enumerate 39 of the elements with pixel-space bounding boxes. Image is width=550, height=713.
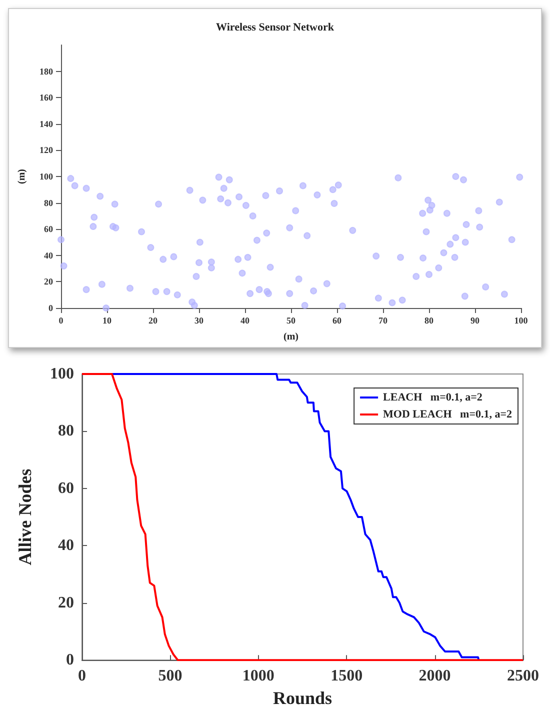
y-tick-label: 60 <box>44 224 54 234</box>
x-tick-label: 40 <box>240 316 250 326</box>
x-tick-label: 80 <box>424 316 434 326</box>
legend-label: LEACH m=0.1, a=2 <box>383 392 483 404</box>
y-tick-label: 160 <box>40 92 54 103</box>
y-tick-label: 40 <box>44 250 54 260</box>
y-tick-label: 120 <box>40 145 54 156</box>
x-tick-label: 20 <box>148 316 158 326</box>
x-axis-title: (m) <box>284 332 298 342</box>
x-tick-label: 30 <box>194 316 204 326</box>
y-tick-label: 140 <box>40 118 54 129</box>
x-tick-label: 2500 <box>507 668 539 685</box>
y-tick-label: 60 <box>58 480 74 497</box>
x-tick-label: 1000 <box>242 668 274 685</box>
x-tick-label: 60 <box>332 316 342 326</box>
y-tick-label: 80 <box>44 198 54 208</box>
y-axis-title: Allive Nodes <box>15 468 35 566</box>
x-tick-label: 90 <box>470 316 480 326</box>
x-tick-label: 50 <box>286 316 296 326</box>
y-tick-label: 100 <box>40 172 54 182</box>
y-tick-label: 100 <box>50 366 74 382</box>
y-tick-label: 0 <box>66 652 74 669</box>
x-tick-label: 0 <box>78 668 86 685</box>
legend-label: MOD LEACH m=0.1, a=2 <box>383 408 512 420</box>
x-tick-label: 1500 <box>330 668 363 685</box>
x-tick-label: 500 <box>158 668 182 685</box>
y-tick-label: 20 <box>58 594 74 612</box>
y-tick-label: 0 <box>48 303 54 313</box>
y-tick-label: 180 <box>40 66 54 76</box>
x-tick-label: 70 <box>378 316 388 326</box>
x-tick-label: 2000 <box>418 668 451 685</box>
y-axis-title: (m) <box>16 169 28 184</box>
x-tick-label: 100 <box>514 316 528 326</box>
y-tick-label: 80 <box>58 422 74 440</box>
x-axis-title: Rounds <box>272 688 332 708</box>
y-tick-label: 40 <box>58 537 74 554</box>
y-tick-label: 20 <box>44 276 54 287</box>
chart-title: Wireless Sensor Network <box>216 22 335 34</box>
x-tick-label: 10 <box>102 316 112 326</box>
